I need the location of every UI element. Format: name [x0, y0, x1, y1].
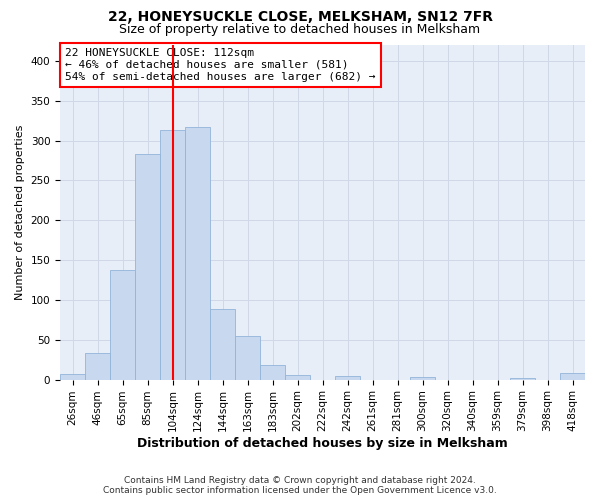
Text: 22 HONEYSUCKLE CLOSE: 112sqm
← 46% of detached houses are smaller (581)
54% of s: 22 HONEYSUCKLE CLOSE: 112sqm ← 46% of de… — [65, 48, 376, 82]
Bar — [135, 154, 160, 380]
Bar — [560, 373, 585, 380]
Bar — [235, 336, 260, 380]
Bar — [510, 378, 535, 380]
Text: 22, HONEYSUCKLE CLOSE, MELKSHAM, SN12 7FR: 22, HONEYSUCKLE CLOSE, MELKSHAM, SN12 7F… — [107, 10, 493, 24]
Bar — [185, 127, 210, 380]
Bar — [410, 377, 435, 380]
Bar — [210, 310, 235, 380]
Bar — [285, 375, 310, 380]
Bar — [60, 374, 85, 380]
Text: Size of property relative to detached houses in Melksham: Size of property relative to detached ho… — [119, 22, 481, 36]
Bar — [110, 270, 135, 380]
Bar — [260, 366, 285, 380]
Y-axis label: Number of detached properties: Number of detached properties — [15, 124, 25, 300]
Bar — [160, 130, 185, 380]
X-axis label: Distribution of detached houses by size in Melksham: Distribution of detached houses by size … — [137, 437, 508, 450]
Text: Contains HM Land Registry data © Crown copyright and database right 2024.
Contai: Contains HM Land Registry data © Crown c… — [103, 476, 497, 495]
Bar — [85, 354, 110, 380]
Bar — [335, 376, 360, 380]
